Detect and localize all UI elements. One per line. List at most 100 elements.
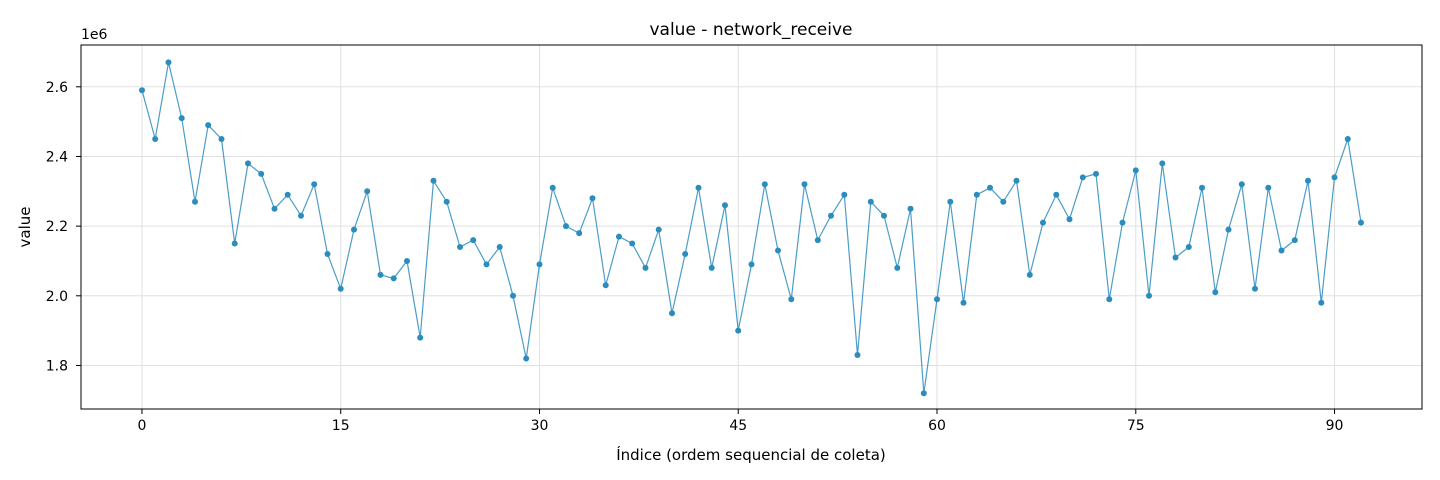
data-point <box>960 299 967 306</box>
data-point <box>828 212 834 219</box>
data-point <box>1172 254 1179 261</box>
data-point <box>576 230 583 237</box>
data-point <box>457 244 463 250</box>
data-point <box>1185 244 1192 250</box>
data-point <box>523 355 530 362</box>
x-tick-label: 90 <box>1326 418 1344 434</box>
y-tick-label: 2.0 <box>46 289 68 305</box>
data-point <box>642 264 649 271</box>
data-point <box>205 122 212 129</box>
x-tick-label: 30 <box>531 418 549 434</box>
axis-ticks: 0 15 30 45 60 75 90 1.8 2.0 2.2 2.4 2.6 <box>46 80 1344 434</box>
x-tick-label: 45 <box>729 418 747 434</box>
data-point <box>814 237 821 244</box>
data-point <box>669 310 675 317</box>
data-point <box>775 247 781 254</box>
data-point <box>311 181 318 188</box>
data-point <box>854 352 861 358</box>
data-point <box>708 264 715 271</box>
data-point <box>377 271 384 278</box>
data-point <box>1066 216 1073 223</box>
data-point <box>1278 247 1285 254</box>
data-point <box>722 202 728 209</box>
data-point <box>1331 174 1338 181</box>
data-point <box>430 177 437 184</box>
chart-title: value - network_receive <box>649 20 852 40</box>
series-line <box>141 62 1362 394</box>
data-point <box>298 212 304 219</box>
data-point <box>1053 191 1060 198</box>
data-point <box>867 198 874 205</box>
data-point <box>404 258 410 264</box>
data-point <box>894 264 901 271</box>
data-point <box>178 115 185 122</box>
data-point <box>1106 296 1113 303</box>
data-point <box>907 205 914 212</box>
data-point <box>470 237 477 244</box>
data-point <box>616 233 622 240</box>
data-point <box>536 261 543 268</box>
data-point <box>881 212 887 219</box>
data-point <box>602 282 609 289</box>
grid-lines <box>81 45 1422 409</box>
data-point <box>788 296 795 303</box>
data-point <box>496 244 503 250</box>
data-point <box>271 205 278 212</box>
data-point <box>1132 167 1139 174</box>
data-point <box>695 184 702 191</box>
y-tick-label: 2.6 <box>46 80 68 96</box>
data-point <box>1305 177 1311 184</box>
data-point <box>139 87 145 94</box>
data-point <box>245 160 251 167</box>
data-point <box>258 170 265 177</box>
data-point <box>1318 299 1325 306</box>
data-point <box>1013 177 1020 184</box>
data-point <box>920 390 927 397</box>
data-point <box>589 195 596 202</box>
y-tick-label: 2.2 <box>46 219 68 235</box>
data-point <box>510 292 516 299</box>
data-point <box>483 261 490 268</box>
data-point <box>947 198 954 205</box>
data-point <box>364 188 371 195</box>
data-point <box>655 226 662 233</box>
data-point <box>152 136 159 142</box>
y-tick-label: 1.8 <box>46 358 68 374</box>
data-point <box>390 275 397 282</box>
data-point <box>1225 226 1232 233</box>
y-tick-label: 2.4 <box>46 149 68 165</box>
plot-frame <box>80 44 1423 410</box>
data-point <box>1265 184 1272 191</box>
data-point <box>549 184 556 191</box>
data-point <box>1358 219 1364 226</box>
data-series <box>139 59 1364 397</box>
data-point <box>1212 289 1219 296</box>
data-point <box>1040 219 1046 226</box>
x-tick-label: 15 <box>332 418 350 434</box>
data-point <box>443 198 450 205</box>
x-axis-label: Índice (ordem sequencial de coleta) <box>616 445 886 464</box>
x-tick-label: 0 <box>137 418 146 434</box>
data-point <box>284 191 291 198</box>
data-point <box>1159 160 1166 167</box>
data-point <box>192 198 198 205</box>
data-point <box>748 261 755 268</box>
data-point <box>973 191 980 198</box>
x-tick-label: 60 <box>928 418 946 434</box>
data-point <box>761 181 768 188</box>
data-point <box>1026 271 1033 278</box>
data-point <box>841 191 848 198</box>
data-point <box>351 226 357 233</box>
data-point <box>1079 174 1086 181</box>
data-point <box>324 251 331 257</box>
data-point <box>987 184 993 191</box>
data-point <box>629 240 636 247</box>
data-point <box>1119 219 1126 226</box>
data-point <box>1238 181 1245 188</box>
data-point <box>934 296 940 303</box>
data-point <box>1252 285 1258 292</box>
data-point <box>735 327 742 334</box>
data-point <box>1093 170 1099 177</box>
data-point <box>417 334 424 341</box>
data-point <box>1291 237 1298 244</box>
